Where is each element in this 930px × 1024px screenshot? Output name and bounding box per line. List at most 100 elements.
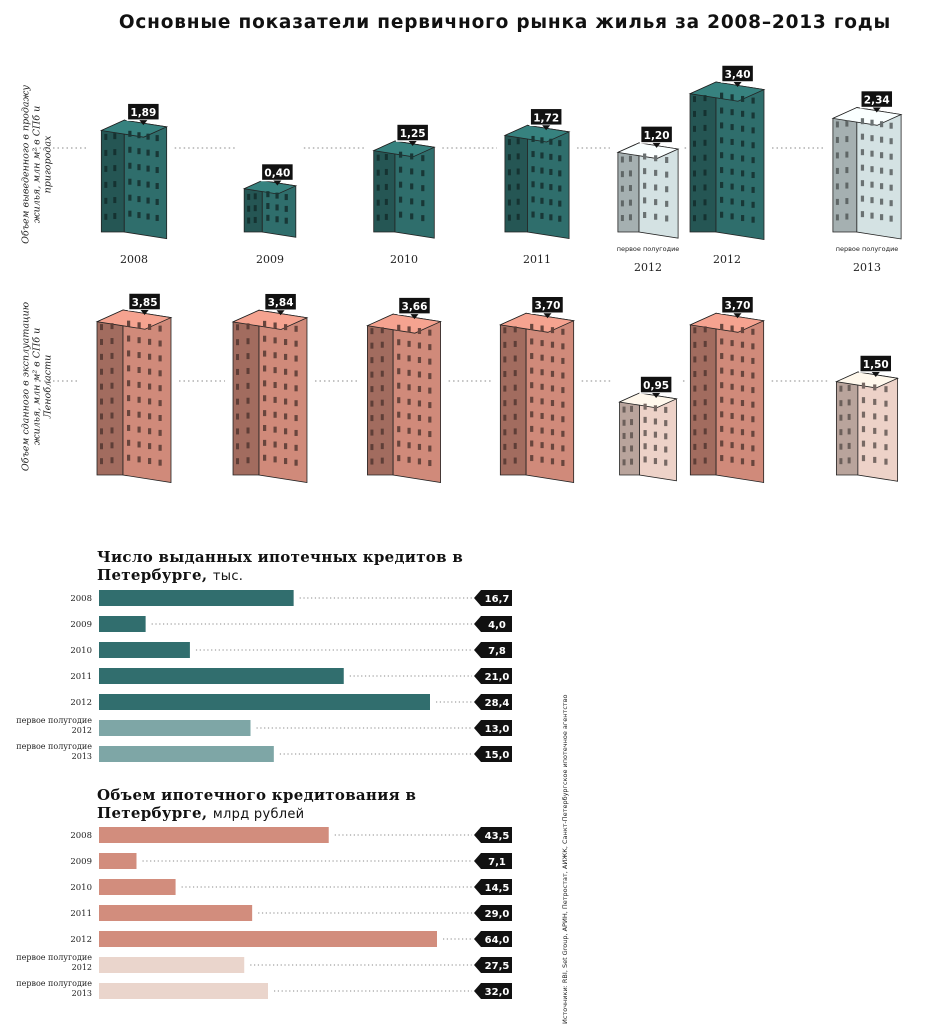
building-top-4-window	[665, 215, 669, 222]
loans-label-box-6	[474, 746, 512, 762]
building-bottom-3-window	[561, 372, 565, 379]
building-bottom-3-window	[540, 383, 544, 390]
building-top-5-window	[730, 109, 734, 116]
building-bottom-3-window	[550, 327, 555, 334]
building-bottom-5-side-window	[703, 326, 707, 333]
building-bottom-1-window	[294, 340, 298, 347]
building-top-3-side-window	[507, 214, 511, 221]
building-bottom-3-side-window	[513, 370, 517, 377]
building-top-5-window	[720, 167, 724, 174]
building-top-4-side-window	[628, 199, 632, 206]
building-top-1-window	[266, 202, 270, 209]
building-bottom-1-window	[273, 441, 277, 448]
building-top-4-window	[643, 197, 647, 204]
loans-title-text: Число выданных ипотечных кредитов в Пете…	[97, 548, 464, 584]
building-bottom-1-window	[283, 398, 288, 405]
building-bottom-0-window	[148, 413, 152, 420]
building-top-0-window	[128, 194, 132, 201]
building-bottom-2-window	[407, 355, 411, 362]
building-bottom-5-window	[740, 385, 745, 392]
building-top-2-window	[410, 213, 414, 220]
building-bottom-1-window	[283, 443, 288, 450]
building-bottom-2-side-window	[380, 385, 384, 392]
building-bottom-1-window	[283, 413, 288, 420]
building-bottom-5-side-window	[703, 355, 707, 362]
building-bottom-3-window	[540, 412, 544, 419]
building-bottom-3-side-window	[503, 414, 507, 421]
building-bottom-0-side-window	[110, 412, 114, 419]
building-bottom-2-window	[428, 344, 432, 351]
building-bottom-5-window	[720, 338, 724, 345]
building-top-4-window	[643, 212, 647, 219]
building-bottom-3-window	[550, 385, 555, 392]
building-top-6-side-window	[845, 136, 849, 143]
building-bottom-0-side-window	[100, 368, 103, 375]
building-bottom-2-side-window	[370, 371, 374, 378]
loans-label-box-0	[474, 590, 512, 606]
building-bottom-5-window	[730, 383, 734, 390]
building-top-5-window	[741, 125, 745, 132]
building-top-5-window	[730, 94, 734, 101]
building-bottom-4-side-window	[630, 432, 634, 439]
building-top-2-side-window	[376, 184, 380, 191]
building-top-6-side-window	[835, 198, 839, 205]
building-top-3: 1,72	[503, 107, 571, 240]
building-bottom-1-roof	[231, 309, 309, 330]
building-top-0-window	[128, 210, 132, 217]
building-bottom-4-side-window	[630, 445, 634, 452]
volume-chart-title: Объем ипотечного кредитования в Петербур…	[97, 786, 497, 824]
building-bottom-1-window	[273, 426, 277, 433]
building-bottom-0-side-window	[110, 427, 114, 434]
building-top-4-label-pointer	[652, 142, 661, 148]
loans-category-0: 2008	[70, 594, 92, 604]
building-bottom-2-window	[407, 384, 411, 391]
building-top-5-side-window	[703, 139, 707, 146]
building-bottom-5-window	[720, 353, 724, 360]
building-top-3-side-window	[507, 184, 511, 191]
building-bottom-1-window	[283, 353, 288, 360]
building-bottom-5-window	[740, 414, 745, 421]
building-top-0-window	[146, 133, 150, 140]
building-bottom-2-side-window	[380, 457, 384, 464]
building-top-3-window	[540, 212, 544, 219]
building-bottom-0-window	[137, 456, 141, 463]
building-bottom-5-side-window	[693, 414, 697, 421]
volume-category-2: 2010	[70, 883, 92, 893]
volume-category-5-line1: первое полугодие	[16, 953, 92, 962]
building-bottom-1-window	[294, 355, 298, 362]
building-top-3-side-window	[507, 139, 511, 146]
building-top-5-side-window	[703, 95, 707, 102]
building-bottom-6-side-window	[839, 414, 843, 421]
building-bottom-4: 0,95	[618, 375, 678, 482]
building-bottom-2-window	[417, 443, 422, 450]
building-bottom-0-window	[158, 414, 162, 421]
volume-value-1: 7,1	[488, 857, 506, 868]
loans-category-2: 2010	[70, 646, 92, 656]
building-top-2-window	[398, 196, 403, 203]
building-top-5-window	[720, 137, 724, 144]
building-top-5-window	[720, 122, 724, 129]
building-top-1-side-window	[247, 205, 251, 212]
building-bottom-5-side-window	[703, 428, 707, 435]
volume-title-text: Объем ипотечного кредитования в Петербур…	[97, 786, 417, 822]
building-top-5-window	[741, 95, 745, 102]
building-top-2-window	[410, 198, 414, 205]
building-top-5-window	[741, 215, 745, 222]
building-top-5-window	[720, 181, 724, 188]
building-bottom-0-window	[148, 338, 152, 345]
building-bottom-0-side-window	[100, 324, 103, 331]
building-bottom-0-side-window	[110, 338, 114, 345]
volume-label-box-4	[474, 931, 512, 947]
building-bottom-5-window	[720, 323, 724, 330]
building-top-2-side-window	[376, 169, 380, 176]
building-bottom-2-label-pointer	[410, 314, 419, 320]
loans-value-4: 28,4	[485, 698, 510, 709]
building-bottom-6-side-window	[839, 400, 843, 407]
building-bottom-0-window	[137, 396, 141, 403]
building-bottom-5-window	[740, 458, 745, 465]
building-bottom-0-window	[158, 370, 162, 377]
building-bottom-5-side-window	[693, 341, 697, 348]
building-bottom-1-window	[283, 324, 288, 331]
loans-value-6: 15,0	[485, 750, 510, 761]
building-bottom-3-window	[540, 398, 544, 405]
